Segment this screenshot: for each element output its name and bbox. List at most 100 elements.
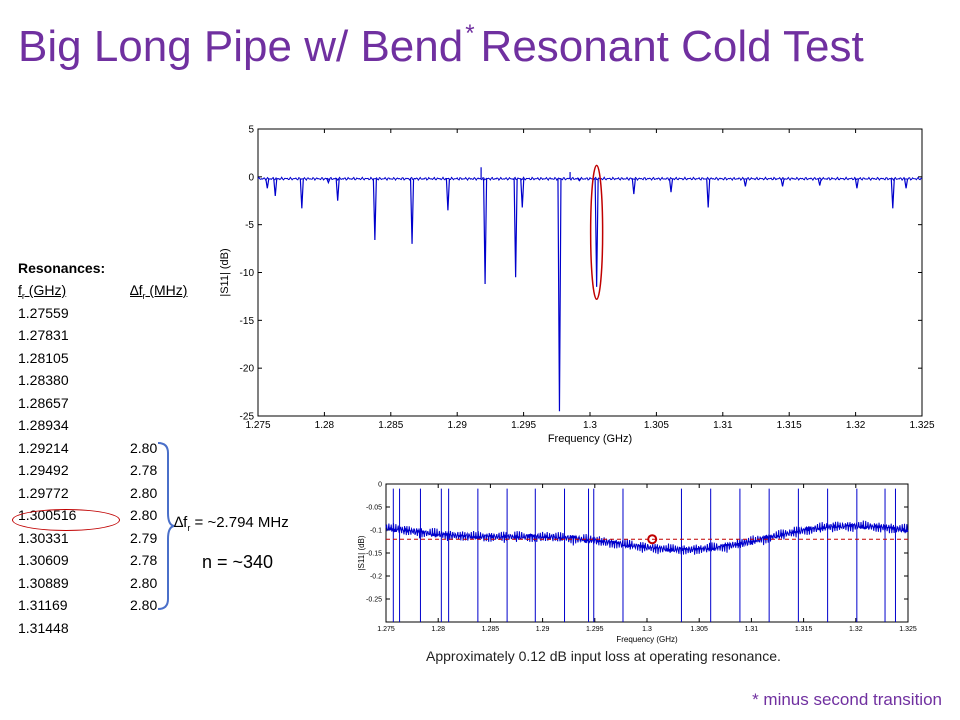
dfr-cell: 2.80 <box>130 574 158 591</box>
table-column-headers: fr (GHz) ∆fr (MHz) <box>18 282 210 305</box>
inset-x-tick-label: 1.315 <box>795 626 813 633</box>
right-brace <box>157 442 175 610</box>
dfr-cell <box>130 372 210 395</box>
page-title: Big Long Pipe w/ Bend* Resonant Cold Test <box>18 20 864 71</box>
table-row: 1.28657 <box>18 395 210 418</box>
inset-y-tick-label: 0 <box>378 481 382 488</box>
main-resonance-dip <box>326 178 331 185</box>
main-resonance-dip <box>577 178 582 182</box>
table-heading: Resonances: <box>18 260 106 276</box>
main-x-tick-label: 1.31 <box>713 420 733 431</box>
main-resonance-dip <box>482 178 488 284</box>
inset-x-tick-label: 1.285 <box>482 626 500 633</box>
inset-y-tick-label: -0.2 <box>370 573 382 580</box>
table-row: 1.30889 2.80 <box>18 575 210 598</box>
main-x-tick-label: 1.285 <box>378 420 403 431</box>
main-x-tick-label: 1.275 <box>245 420 270 431</box>
table-row: 1.28380 <box>18 372 210 395</box>
operating-resonance-highlight <box>589 164 604 301</box>
inset-y-tick-label: -0.25 <box>366 596 382 603</box>
dfr-cell <box>130 620 210 643</box>
main-baseline-trace <box>257 176 923 182</box>
inset-x-tick-label: 1.32 <box>849 626 863 633</box>
fr-cell: 1.30331 <box>18 529 69 546</box>
table-row: 1.31448 <box>18 620 210 643</box>
inset-y-tick-label: -0.05 <box>366 504 382 511</box>
main-y-axis-label: |S11| (dB) <box>219 248 231 296</box>
table-row: 1.27831 <box>18 327 210 350</box>
table-row: 1.29214 2.80 <box>18 440 210 463</box>
inset-y-tick-label: -0.15 <box>366 550 382 557</box>
dfr-cell: 2.78 <box>130 552 158 568</box>
inset-x-tick-label: 1.295 <box>586 626 604 633</box>
inset-trace <box>385 520 909 555</box>
main-x-tick-label: 1.295 <box>511 420 536 431</box>
main-resonance-dip <box>445 178 451 211</box>
main-resonance-dip <box>631 178 636 195</box>
main-resonance-dip <box>743 178 748 187</box>
main-x-tick-label: 1.315 <box>777 420 802 431</box>
main-resonance-dip <box>706 178 711 208</box>
inset-x-tick-label: 1.305 <box>690 626 708 633</box>
fr-cell: 1.31169 <box>18 597 68 613</box>
main-resonance-dip <box>520 178 525 208</box>
table-row: 1.30331 2.79 <box>18 530 210 553</box>
fr-cell: 1.29492 <box>18 462 69 478</box>
table-row: 1.30609 2.78 <box>18 552 210 575</box>
main-x-tick-label: 1.3 <box>583 420 597 431</box>
inset-x-tick-label: 1.31 <box>745 626 759 633</box>
main-y-tick-label: -15 <box>240 316 255 327</box>
fr-cell: 1.29214 <box>18 439 69 456</box>
main-y-tick-label: -25 <box>240 412 255 423</box>
dfr-cell: 2.80 <box>130 597 158 613</box>
main-resonance-dip <box>513 178 518 278</box>
fr-cell: 1.27559 <box>18 304 69 321</box>
table-row: 1.31169 2.80 <box>18 597 210 620</box>
main-resonance-dip <box>780 178 785 187</box>
main-y-tick-label: 0 <box>248 172 254 183</box>
fr-cell: 1.27831 <box>18 327 69 343</box>
main-resonance-dip <box>817 178 822 186</box>
fr-cell: 1.28934 <box>18 417 69 433</box>
resonance-table: Resonances: fr (GHz) ∆fr (MHz) 1.27559 1.… <box>18 260 210 642</box>
table-row: 1.28934 <box>18 417 210 440</box>
fr-cell: 1.31448 <box>18 619 69 636</box>
n-label: n = ~340 <box>202 552 274 572</box>
dfr-cell: 2.80 <box>130 507 158 523</box>
inset-x-tick-label: 1.29 <box>536 626 550 633</box>
inset-caption: Approximately 0.12 dB input loss at oper… <box>426 648 781 664</box>
main-resonance-dip <box>890 178 895 209</box>
main-resonance-dip <box>668 178 674 193</box>
table-row: 1.29772 2.80 <box>18 485 210 508</box>
main-x-tick-label: 1.28 <box>315 420 335 431</box>
dfr-cell: 2.78 <box>130 462 158 478</box>
inset-x-tick-label: 1.325 <box>899 626 917 633</box>
inset-x-tick-label: 1.3 <box>642 626 652 633</box>
operating-resonance-circle <box>12 509 120 531</box>
main-x-tick-label: 1.325 <box>909 420 934 431</box>
dfr-cell: 2.80 <box>130 484 158 501</box>
main-resonance-dip <box>903 178 909 189</box>
dfr-cell <box>130 395 210 418</box>
dfr-cell <box>130 327 210 350</box>
main-resonance-dip <box>854 178 860 189</box>
main-resonance-dip <box>557 178 562 412</box>
main-resonance-dip <box>594 178 599 287</box>
inset-plot-frame <box>385 483 909 623</box>
fr-cell: 1.30609 <box>18 552 69 568</box>
main-y-tick-label: -20 <box>240 364 255 375</box>
fr-cell: 1.29772 <box>18 484 69 501</box>
inset-x-tick-label: 1.275 <box>377 626 395 633</box>
dfr-cell <box>130 417 210 440</box>
col-fr-header: fr (GHz) <box>18 282 67 301</box>
dfr-cell: 2.79 <box>130 529 158 546</box>
dfr-cell <box>130 350 210 373</box>
table-row: 1.28105 <box>18 350 210 373</box>
dfr-cell <box>130 305 210 328</box>
col-dfr-header: ∆fr (MHz) <box>130 282 188 301</box>
main-plot-frame <box>257 128 923 417</box>
main-resonance-dip <box>409 178 415 244</box>
table-row: 1.27559 <box>18 305 210 328</box>
main-resonance-dip <box>335 178 340 201</box>
inset-x-tick-label: 1.28 <box>431 626 445 633</box>
